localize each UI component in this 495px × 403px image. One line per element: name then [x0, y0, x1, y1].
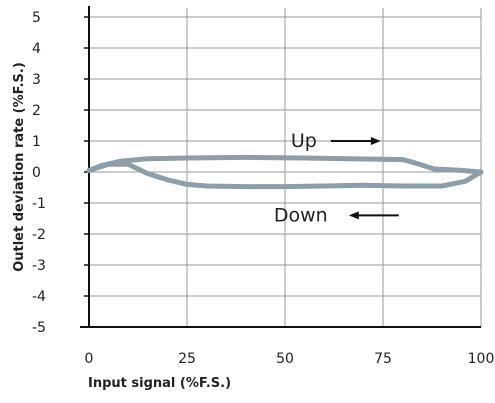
up-annotation: Up: [291, 130, 317, 152]
y-tick-label: 5: [32, 10, 41, 26]
y-tick-label: 2: [32, 103, 41, 119]
x-axis-title: Input signal (%F.S.): [88, 376, 231, 391]
y-tick-label: -1: [32, 196, 46, 212]
down-annotation: Down: [274, 204, 328, 226]
down-arrow-icon: [348, 211, 399, 220]
up-curve: [86, 154, 484, 175]
y-axis-title: Outlet deviation rate (%F.S.): [12, 62, 27, 272]
y-tick-label: 0: [32, 165, 41, 181]
tick-labels: 5 4 3 2 1 0 -1 -2 -3 -4 -5 0 25 50 75 100: [32, 10, 494, 367]
x-tick-label: 0: [85, 351, 94, 367]
y-tick-label: 1: [32, 134, 41, 150]
y-tick-label: -2: [32, 227, 46, 243]
x-tick-label: 50: [276, 351, 294, 367]
y-tick-label: -3: [32, 258, 46, 274]
x-tick-label: 100: [468, 351, 495, 367]
x-tick-label: 25: [178, 351, 196, 367]
y-tick-label: -4: [32, 289, 46, 305]
y-tick-label: 4: [32, 41, 41, 57]
axes: [80, 6, 481, 328]
y-tick-label: -5: [32, 320, 46, 336]
down-arrow-head: [348, 211, 359, 220]
series: [86, 154, 484, 190]
up-arrow-icon: [330, 137, 381, 145]
up-arrow-head: [370, 137, 381, 145]
y-tick-label: 3: [32, 72, 41, 88]
down-curve: [86, 161, 484, 190]
x-tick-label: 75: [374, 351, 392, 367]
annotations: Up Down: [274, 130, 399, 226]
